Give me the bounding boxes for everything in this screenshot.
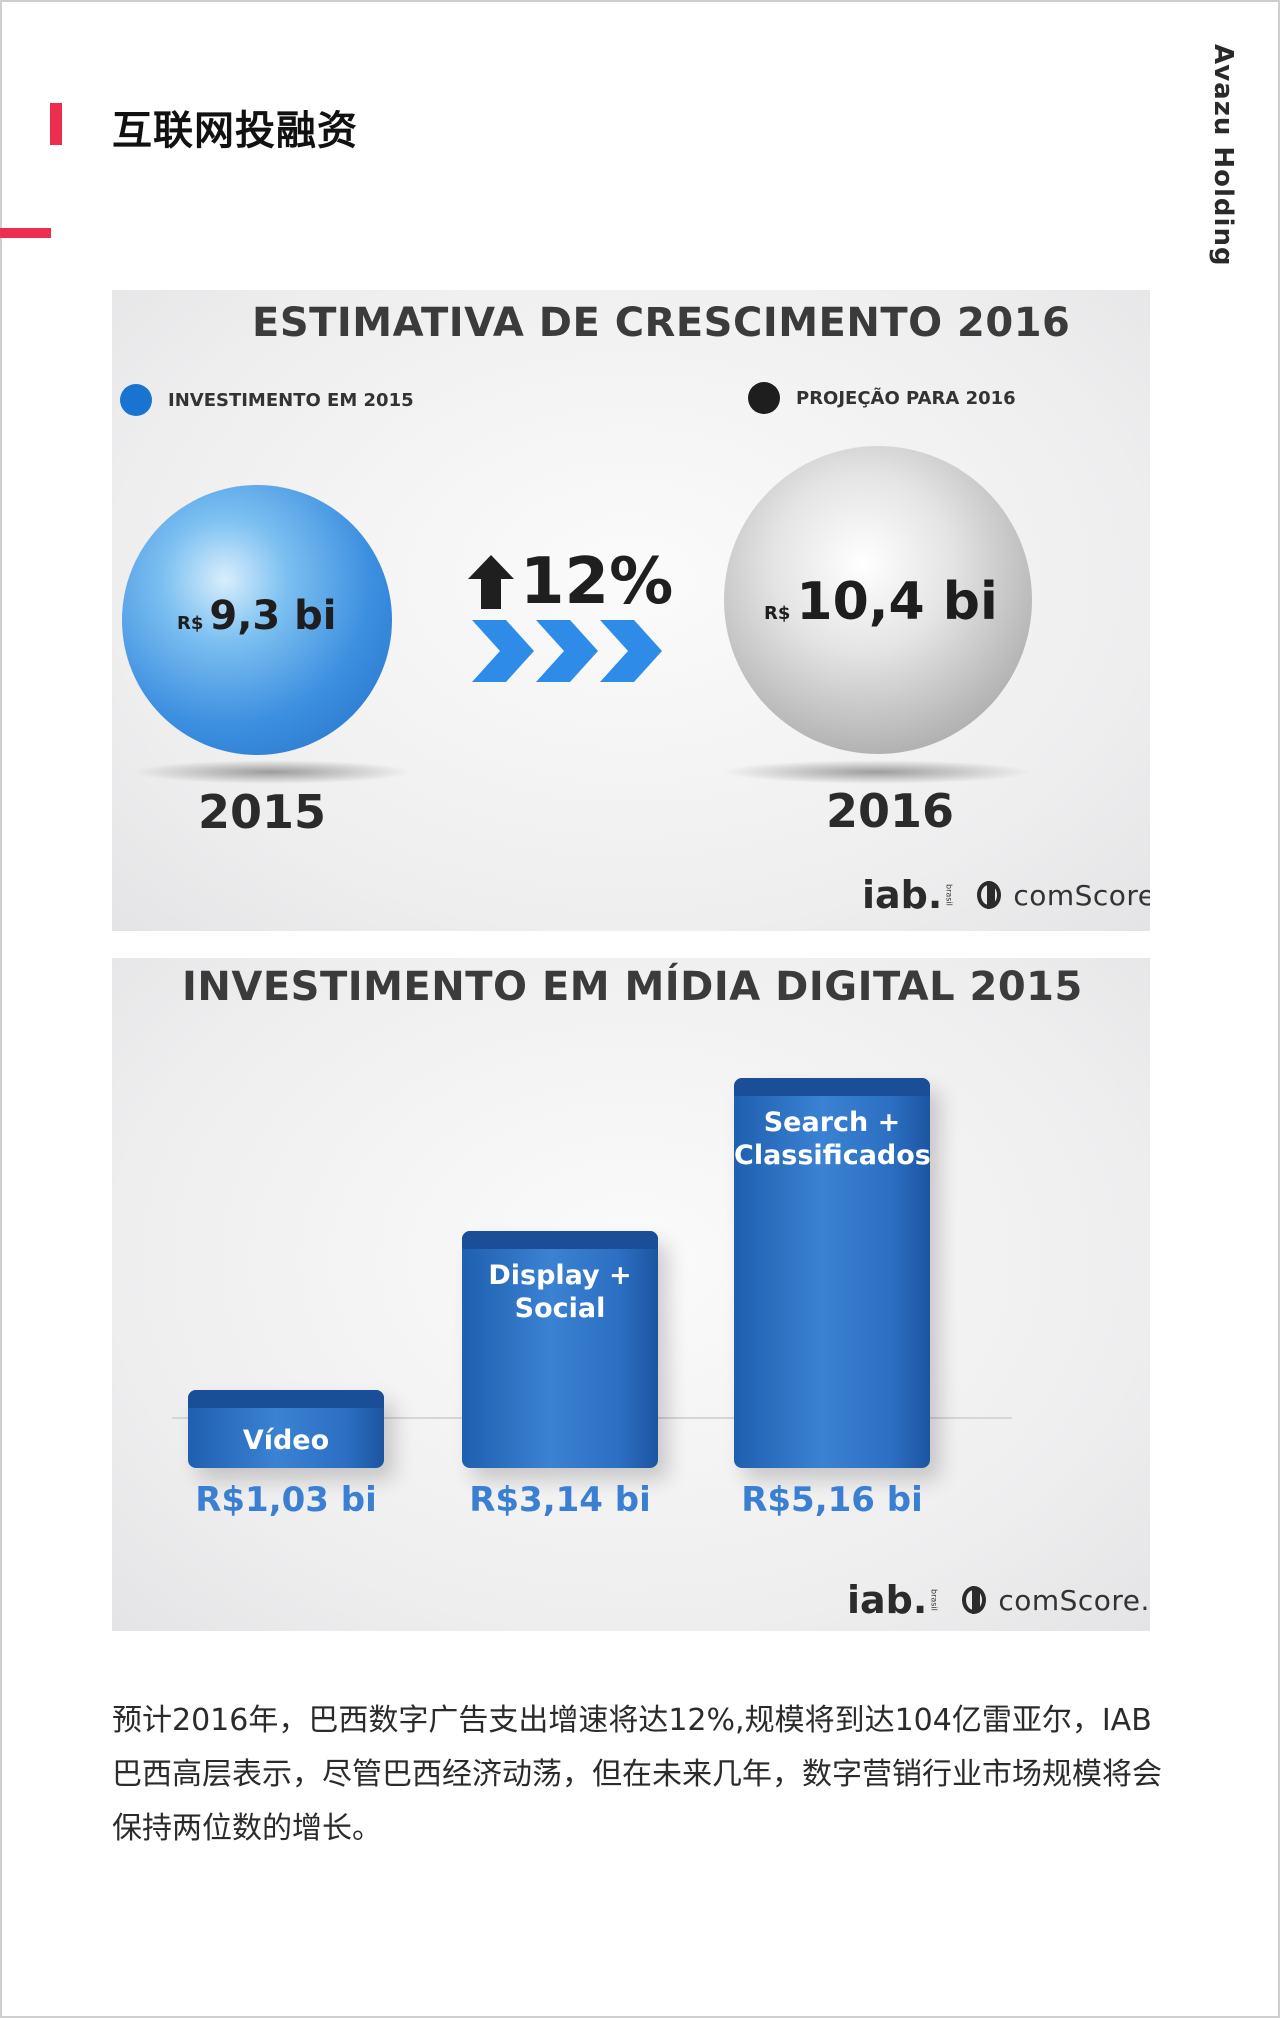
- ball-2016-value: R$ 10,4 bi: [764, 572, 998, 632]
- chart-title: INVESTIMENTO EM MÍDIA DIGITAL 2015: [182, 964, 1083, 1010]
- bar-2: Display + Social: [462, 1231, 658, 1468]
- bar-3: Search + Classificados: [734, 1078, 931, 1468]
- bar-top-face: [188, 1390, 384, 1408]
- iab-logo: iab.: [862, 873, 943, 917]
- bar-value-label: R$3,14 bi: [469, 1480, 651, 1520]
- iab-sub-logo: brasil: [929, 1589, 939, 1611]
- ball-shadow: [722, 760, 1032, 784]
- growth-indicator: 12%: [468, 545, 673, 619]
- comscore-logo: comScore.: [977, 879, 1150, 912]
- legend-label: INVESTIMENTO EM 2015: [168, 389, 414, 411]
- legend-dot-black: [748, 382, 780, 414]
- logo-row: iab. brasil comScore.: [847, 1578, 1150, 1622]
- comscore-icon: [962, 1586, 987, 1614]
- bar-1: Vídeo: [188, 1390, 384, 1468]
- logo-row: iab. brasil comScore.: [862, 873, 1150, 917]
- ball-2016: R$ 10,4 bi: [724, 446, 1032, 754]
- bar-category-label: Search + Classificados: [734, 1107, 931, 1171]
- ball-2015: R$ 9,3 bi: [122, 485, 392, 755]
- legend-item-2016: PROJEÇÃO PARA 2016: [748, 382, 1016, 414]
- year-2016: 2016: [826, 784, 955, 838]
- digital-media-investment-chart: INVESTIMENTO EM MÍDIA DIGITAL 2015 Vídeo…: [112, 958, 1150, 1631]
- growth-estimate-infographic: ESTIMATIVA DE CRESCIMENTO 2016 INVESTIME…: [112, 290, 1150, 931]
- ball-2015-value: R$ 9,3 bi: [177, 593, 337, 639]
- bar-top-face: [462, 1231, 658, 1249]
- iab-logo: iab.: [847, 1578, 928, 1622]
- growth-percent: 12%: [520, 545, 674, 619]
- bar-top-face: [734, 1078, 930, 1096]
- section-accent-line: [0, 228, 51, 238]
- arrow-up-icon: [468, 555, 514, 609]
- iab-sub-logo: brasil: [944, 884, 954, 906]
- bar-value-label: R$5,16 bi: [741, 1480, 923, 1520]
- section-accent-bar: [50, 103, 62, 145]
- bar-category-label: Vídeo: [242, 1425, 330, 1456]
- legend-label: PROJEÇÃO PARA 2016: [796, 387, 1016, 409]
- section-title: 互联网投融资: [112, 108, 358, 154]
- legend-item-2015: INVESTIMENTO EM 2015: [120, 384, 414, 416]
- comscore-logo: comScore.: [962, 1584, 1150, 1617]
- brand-label: Avazu Holding: [1208, 44, 1238, 267]
- body-paragraph: 预计2016年，巴西数字广告支出增速将达12%,规模将到达104亿雷亚尔，IAB…: [112, 1703, 1162, 1846]
- legend-dot-blue: [120, 384, 152, 416]
- ball-shadow: [132, 760, 412, 784]
- bar-category-label: Display + Social: [488, 1260, 632, 1324]
- bar-value-label: R$1,03 bi: [195, 1480, 377, 1520]
- infographic-title: ESTIMATIVA DE CRESCIMENTO 2016: [252, 300, 1071, 346]
- chevrons-right-icon: [472, 620, 662, 682]
- year-2015: 2015: [198, 785, 327, 839]
- comscore-icon: [977, 881, 1002, 909]
